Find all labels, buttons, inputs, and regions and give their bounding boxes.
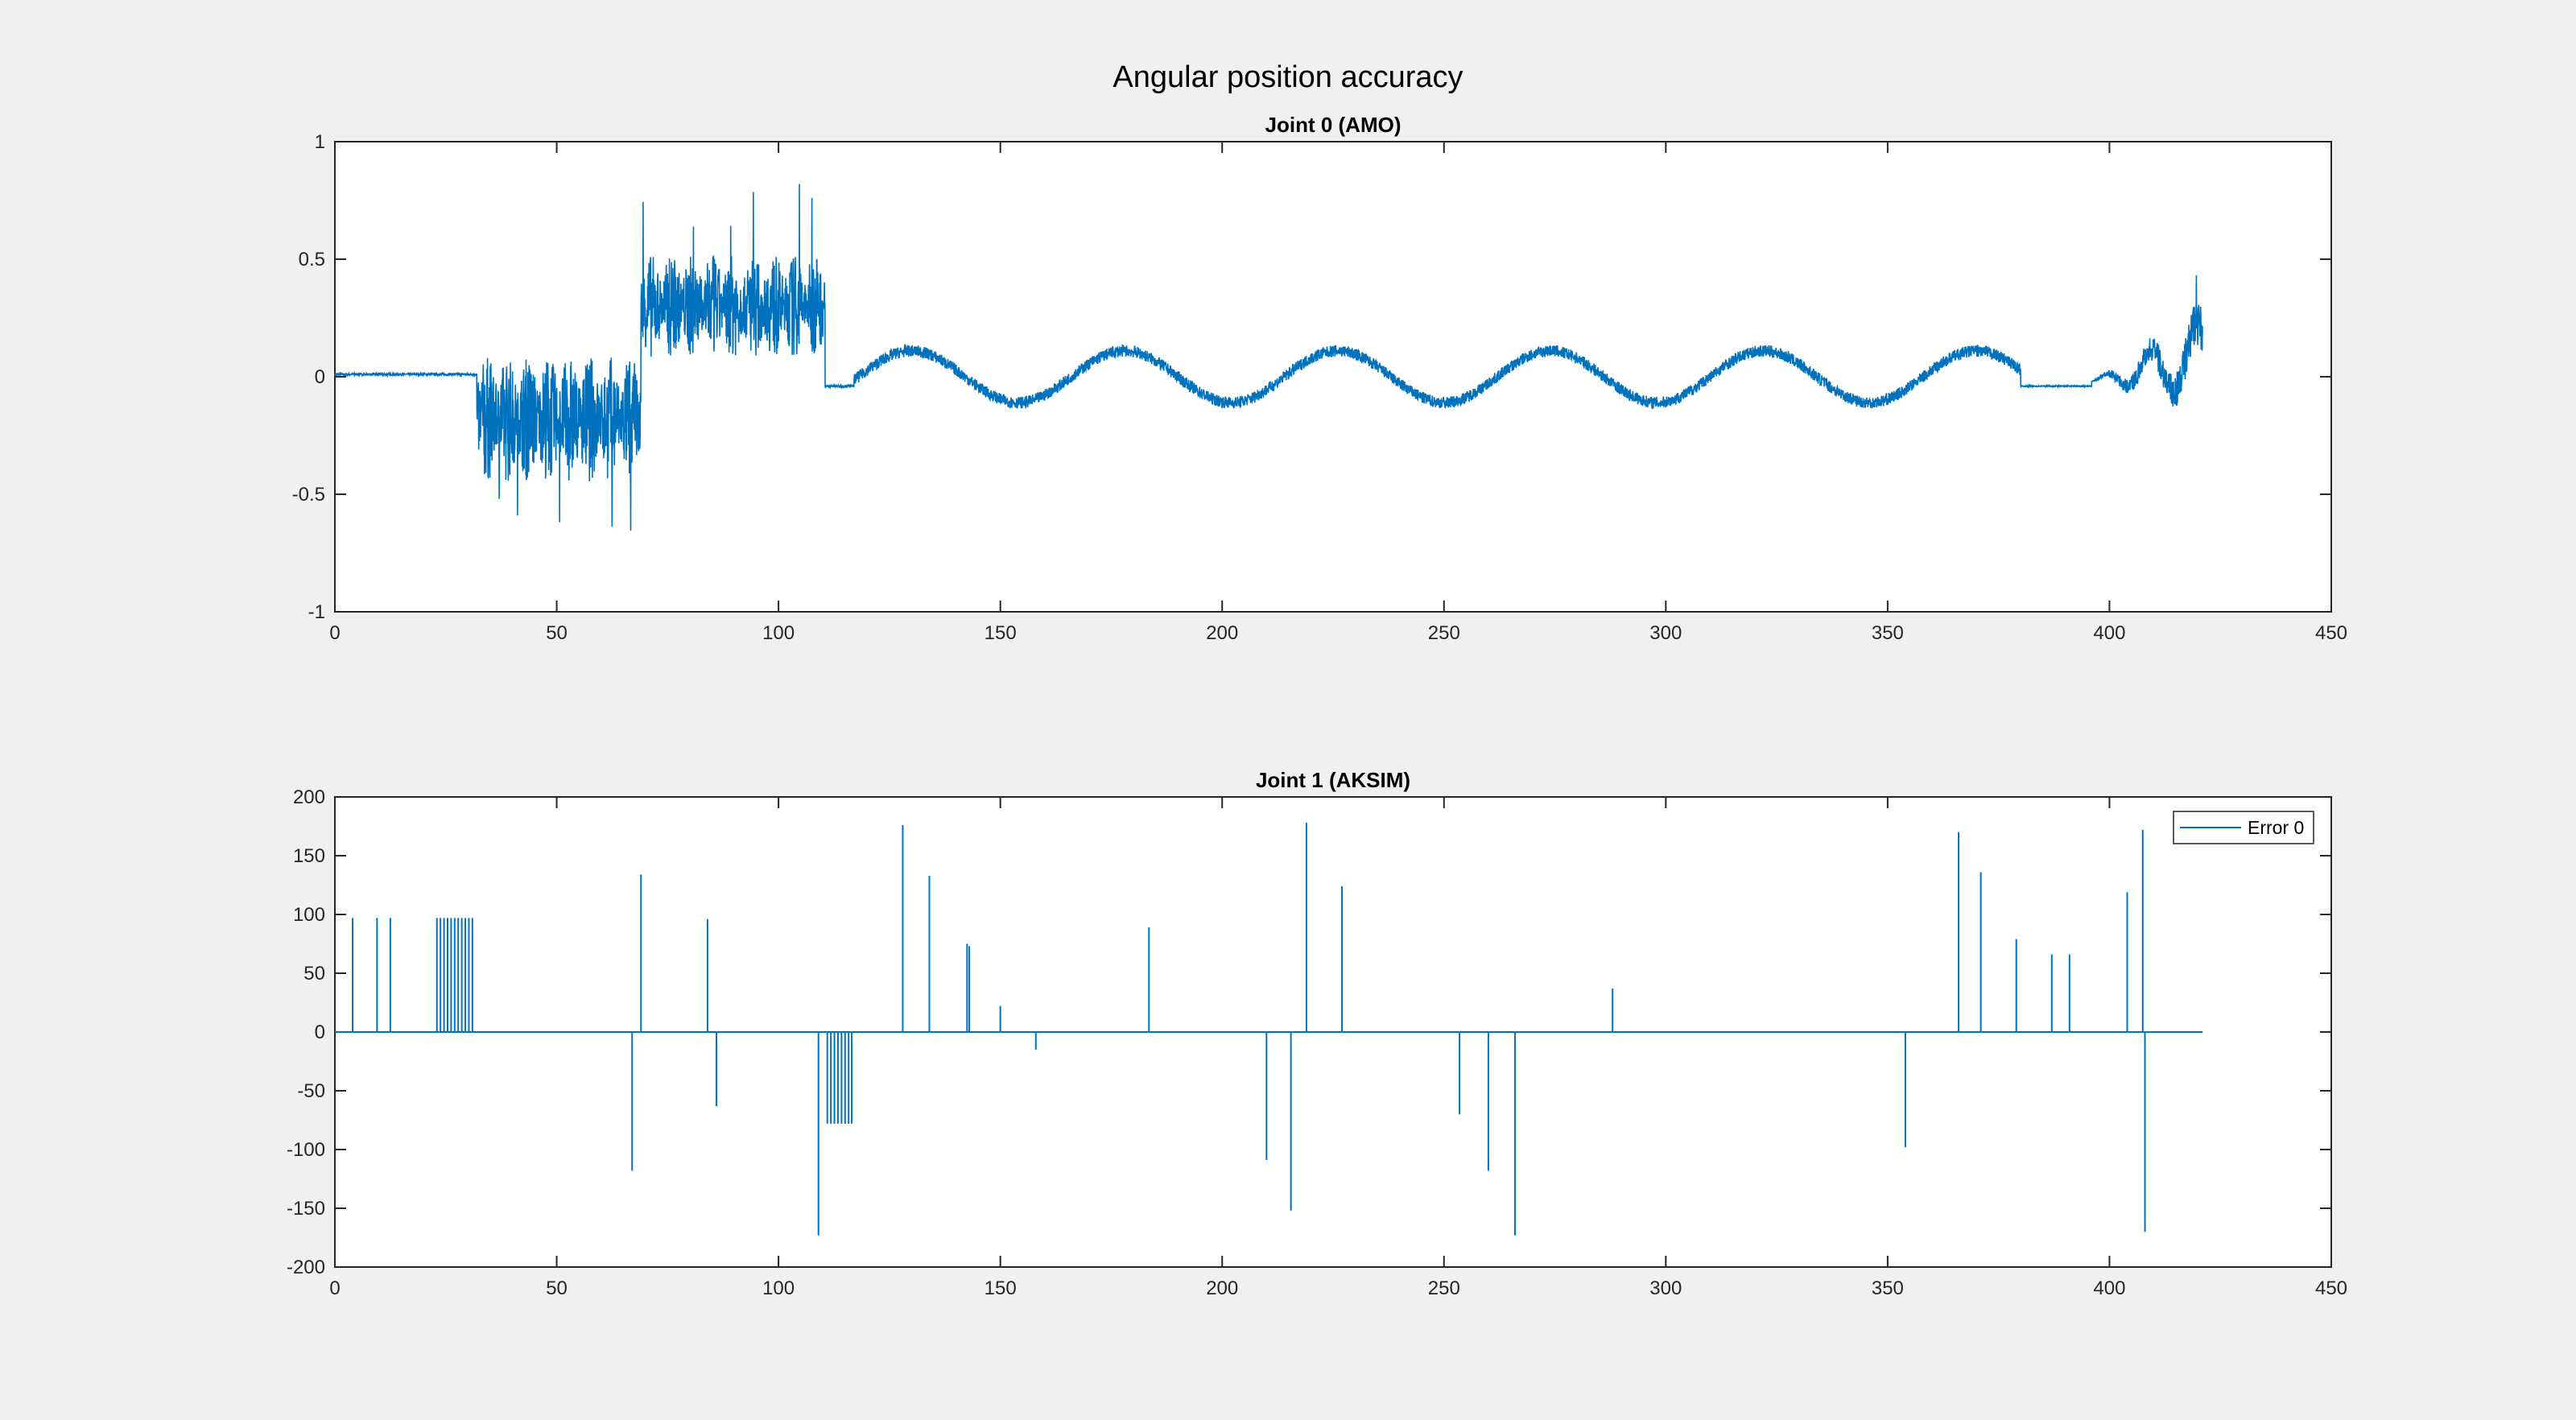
x-tick-label: 50: [546, 622, 568, 644]
x-tick-label: 300: [1649, 1278, 1682, 1299]
y-tick-label: 200: [293, 786, 325, 808]
axes-joint-0: Joint 0 (AMO) 0 50 100 150 200 250 300 350 400 45…: [292, 113, 2347, 644]
x-tick-label: 0: [329, 622, 340, 644]
axes-title-joint-0: Joint 0 (AMO): [1265, 113, 1402, 137]
x-tick-label: 350: [1872, 622, 1904, 644]
x-tick-label: 150: [985, 1278, 1017, 1299]
x-tick-label: 400: [2093, 1278, 2125, 1299]
legend: Error 0: [2173, 811, 2314, 844]
y-tick-label: 150: [293, 845, 325, 867]
x-tick-label: 200: [1206, 622, 1238, 644]
x-tick-label: 0: [329, 1278, 340, 1299]
y-tick-label: 50: [303, 963, 325, 985]
x-tick-label: 100: [762, 1278, 795, 1299]
x-tick-label: 50: [546, 1278, 568, 1299]
y-tick-label: 0.5: [299, 249, 325, 270]
ticks-joint-1: 0 50 100 150 200 250 300 350 400 450 -200 -150 -100 -…: [287, 786, 2347, 1299]
y-tick-label: -50: [297, 1080, 325, 1102]
y-tick-label: -0.5: [292, 484, 325, 506]
x-tick-label: 200: [1206, 1278, 1238, 1299]
x-tick-label: 450: [2315, 1278, 2347, 1299]
x-tick-label: 100: [762, 622, 795, 644]
series-joint-1: [335, 823, 2203, 1236]
x-tick-label: 150: [985, 622, 1017, 644]
axes-joint-1: Joint 1 (AKSIM) 0 50 100 150 200 250 300 350 400…: [287, 768, 2347, 1299]
y-tick-label: -100: [287, 1139, 325, 1161]
y-tick-label: 0: [315, 1022, 325, 1043]
figure-title: Angular position accuracy: [1113, 60, 1463, 94]
y-tick-label: 100: [293, 904, 325, 926]
plot-area-joint-0: [334, 141, 2332, 613]
y-tick-label: -150: [287, 1198, 325, 1220]
y-tick-label: 1: [315, 131, 325, 153]
x-tick-label: 250: [1428, 1278, 1460, 1299]
y-tick-label: 0: [315, 366, 325, 388]
series-joint-0: [334, 184, 2203, 531]
series-line-joint-0: [334, 184, 2203, 531]
ticks-joint-0: 0 50 100 150 200 250 300 350 400 450 -1 -0.5 0 0.5 1: [292, 131, 2347, 644]
x-tick-label: 400: [2093, 622, 2125, 644]
x-tick-label: 300: [1649, 622, 1682, 644]
axes-title-joint-1: Joint 1 (AKSIM): [1256, 768, 1410, 792]
legend-entry-error-0: Error 0: [2248, 817, 2304, 838]
x-tick-label: 350: [1872, 1278, 1904, 1299]
x-tick-label: 450: [2315, 622, 2347, 644]
y-tick-label: -200: [287, 1257, 325, 1278]
y-tick-label: -1: [308, 601, 325, 623]
x-tick-label: 250: [1428, 622, 1460, 644]
